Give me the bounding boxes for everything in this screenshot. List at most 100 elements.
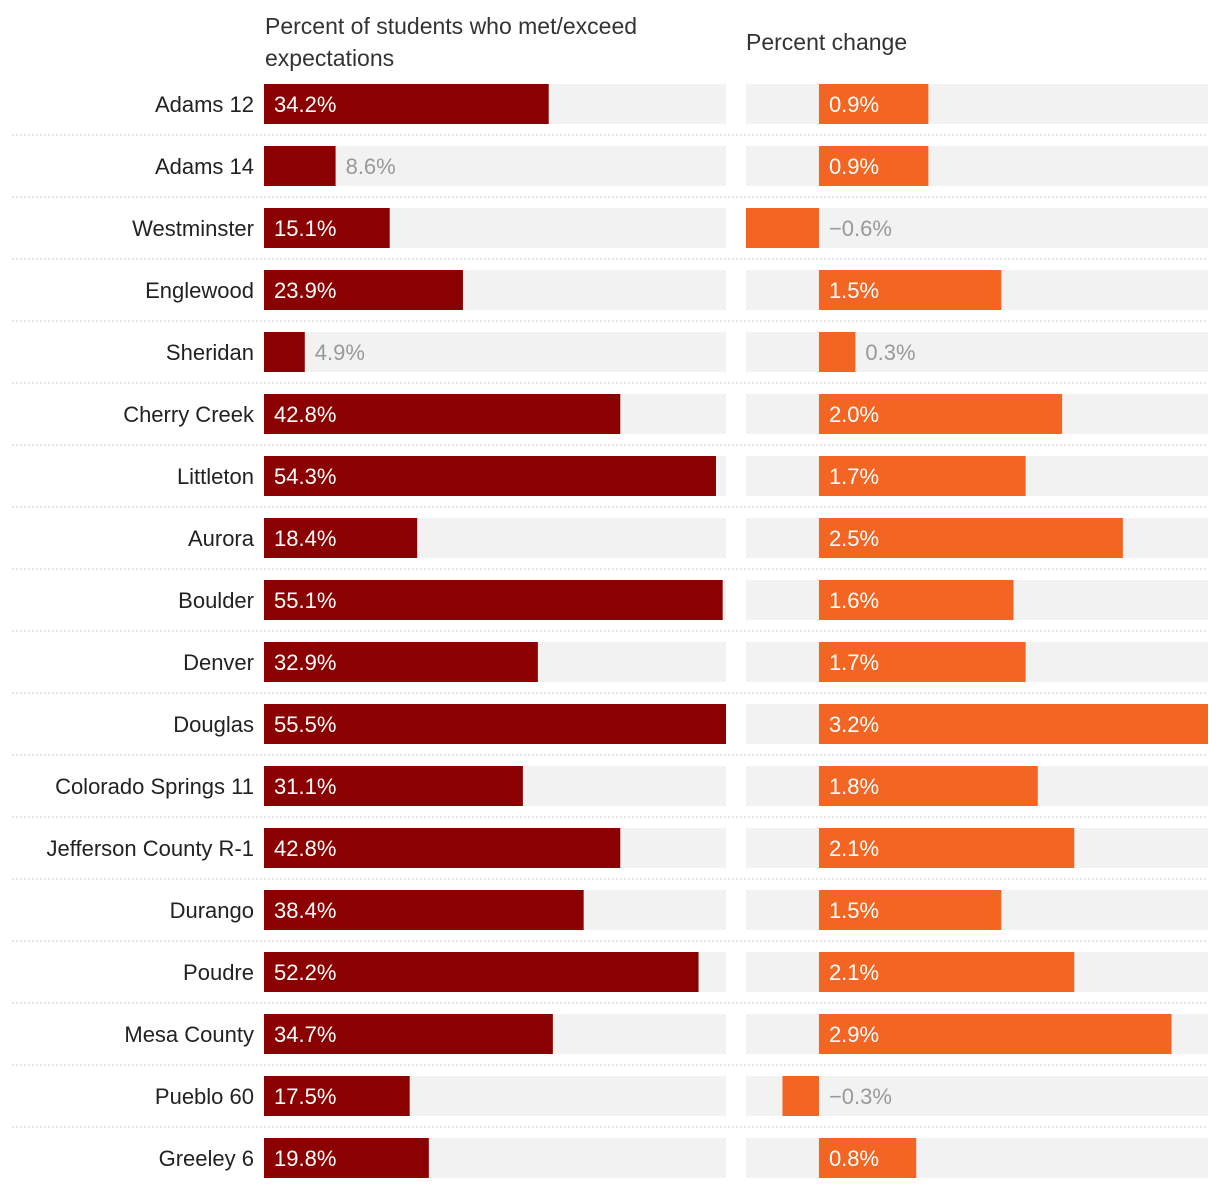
- right-track: [746, 1076, 1208, 1116]
- right-data-label: 0.3%: [865, 340, 915, 365]
- category-label: Englewood: [145, 278, 254, 303]
- right-bar: [818, 828, 1075, 868]
- left-bar: [264, 1138, 429, 1178]
- right-track: [746, 208, 1208, 248]
- category-label: Greeley 6: [159, 1146, 254, 1171]
- left-data-label: 32.9%: [274, 650, 336, 675]
- category-label: Boulder: [178, 588, 254, 613]
- left-bar: [264, 84, 549, 124]
- left-data-label: 4.9%: [315, 340, 365, 365]
- right-track: [746, 332, 1208, 372]
- right-data-label: 2.9%: [829, 1022, 879, 1047]
- right-data-label: −0.3%: [829, 1084, 892, 1109]
- right-data-label: 0.8%: [829, 1146, 879, 1171]
- right-data-label: 2.1%: [829, 836, 879, 861]
- left-bar: [264, 270, 463, 310]
- left-data-label: 38.4%: [274, 898, 336, 923]
- left-bar: [264, 146, 336, 186]
- left-bar: [264, 208, 390, 248]
- category-label: Sheridan: [166, 340, 254, 365]
- category-label: Colorado Springs 11: [55, 774, 254, 799]
- left-bar: [264, 1076, 410, 1116]
- left-data-label: 23.9%: [274, 278, 336, 303]
- left-chart-title: Percent of students who met/exceed expec…: [265, 13, 638, 71]
- category-label: Pueblo 60: [155, 1084, 254, 1109]
- right-data-label: 2.5%: [829, 526, 879, 551]
- category-label: Jefferson County R-1: [47, 836, 254, 861]
- right-bar: [818, 704, 1208, 744]
- category-label: Poudre: [183, 960, 254, 985]
- left-bar: [264, 766, 523, 806]
- left-data-label: 42.8%: [274, 836, 336, 861]
- right-track: [746, 84, 1208, 124]
- right-data-label: 2.0%: [829, 402, 879, 427]
- right-bar: [818, 84, 929, 124]
- right-bar: [818, 332, 856, 372]
- right-bar: [746, 208, 819, 248]
- category-label: Westminster: [132, 216, 254, 241]
- left-bar: [264, 704, 726, 744]
- left-data-label: 55.5%: [274, 712, 336, 737]
- left-bar: [264, 394, 621, 434]
- category-label: Aurora: [188, 526, 255, 551]
- left-data-label: 18.4%: [274, 526, 336, 551]
- right-bar: [818, 642, 1026, 682]
- right-track: [746, 1138, 1208, 1178]
- right-bar: [818, 456, 1026, 496]
- category-label: Adams 12: [155, 92, 254, 117]
- category-label: Denver: [183, 650, 254, 675]
- category-label: Douglas: [173, 712, 254, 737]
- right-data-label: 0.9%: [829, 154, 879, 179]
- right-bar: [818, 890, 1002, 930]
- left-data-label: 55.1%: [274, 588, 336, 613]
- left-data-label: 8.6%: [346, 154, 396, 179]
- category-label: Durango: [170, 898, 254, 923]
- left-data-label: 15.1%: [274, 216, 336, 241]
- left-bar: [264, 580, 723, 620]
- category-label: Littleton: [177, 464, 254, 489]
- left-track: [264, 146, 726, 186]
- left-data-label: 54.3%: [274, 464, 336, 489]
- right-data-label: 1.7%: [829, 650, 879, 675]
- left-bar: [264, 952, 699, 992]
- left-data-label: 31.1%: [274, 774, 336, 799]
- left-bar: [264, 456, 717, 496]
- right-data-label: 3.2%: [829, 712, 879, 737]
- right-bar: [782, 1076, 819, 1116]
- right-data-label: 2.1%: [829, 960, 879, 985]
- left-track: [264, 332, 726, 372]
- category-label: Cherry Creek: [123, 402, 255, 427]
- left-bar: [264, 1014, 553, 1054]
- right-data-label: 1.7%: [829, 464, 879, 489]
- left-data-label: 52.2%: [274, 960, 336, 985]
- right-data-label: 1.5%: [829, 278, 879, 303]
- right-bar: [818, 952, 1075, 992]
- right-data-label: 1.8%: [829, 774, 879, 799]
- category-label: Adams 14: [155, 154, 254, 179]
- right-bar: [818, 1138, 917, 1178]
- right-track: [746, 146, 1208, 186]
- right-chart-title: Percent change: [746, 29, 908, 55]
- right-data-label: 1.5%: [829, 898, 879, 923]
- left-bar: [264, 332, 305, 372]
- left-data-label: 34.7%: [274, 1022, 336, 1047]
- right-data-label: 0.9%: [829, 92, 879, 117]
- left-bar: [264, 890, 584, 930]
- right-data-label: 1.6%: [829, 588, 879, 613]
- right-bar: [818, 270, 1002, 310]
- right-bar: [818, 766, 1038, 806]
- left-bar: [264, 518, 418, 558]
- left-data-label: 19.8%: [274, 1146, 336, 1171]
- right-bar: [818, 394, 1063, 434]
- right-bar: [818, 1014, 1172, 1054]
- left-bar: [264, 642, 538, 682]
- left-data-label: 17.5%: [274, 1084, 336, 1109]
- left-bar: [264, 828, 621, 868]
- category-label: Mesa County: [124, 1022, 254, 1047]
- right-data-label: −0.6%: [829, 216, 892, 241]
- right-bar: [818, 518, 1123, 558]
- left-data-label: 34.2%: [274, 92, 336, 117]
- left-data-label: 42.8%: [274, 402, 336, 427]
- right-bar: [818, 146, 929, 186]
